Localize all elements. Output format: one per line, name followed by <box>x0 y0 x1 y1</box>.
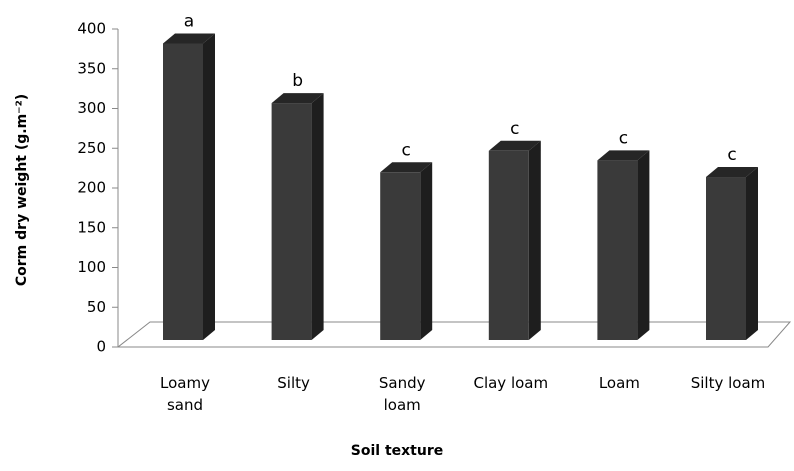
x-axis-title: Soil texture <box>350 443 444 459</box>
x-tick-label: Sandy loam <box>378 374 426 414</box>
bar <box>488 140 541 340</box>
bar-side <box>311 93 324 340</box>
bar-front <box>163 43 203 341</box>
y-tick-label: 100 <box>77 258 106 276</box>
bar-top <box>488 140 541 151</box>
x-tick-label: Silty <box>277 374 310 392</box>
y-tick-label: 50 <box>87 298 106 316</box>
bar-top <box>271 93 324 104</box>
annotation: c <box>619 128 628 148</box>
x-tick-label: Silty loam <box>690 374 766 392</box>
bar-side <box>637 150 650 340</box>
y-axis-title: Corm dry weight (g.m⁻²) <box>14 94 30 286</box>
annotation: b <box>292 71 303 91</box>
bar-front <box>380 172 421 340</box>
annotation: c <box>510 119 519 139</box>
x-tick-label: Loamy sand <box>160 374 210 414</box>
bar <box>271 93 324 340</box>
annotation: c <box>727 145 736 165</box>
x-tick-label: Loam <box>598 374 640 392</box>
bar <box>163 33 215 341</box>
y-tick-label: 0 <box>96 338 106 356</box>
y-tick-label: 150 <box>77 218 106 236</box>
bar-front <box>706 177 746 340</box>
annotation: c <box>402 140 411 160</box>
y-tick-label: 200 <box>77 179 106 197</box>
bar-side <box>420 162 433 340</box>
bar-front <box>597 160 638 340</box>
bar-top <box>380 162 433 173</box>
y-tick-label: 400 <box>77 20 106 38</box>
bar-front <box>271 103 312 340</box>
floor <box>116 321 792 348</box>
bar-front <box>488 150 529 340</box>
bar-side <box>203 33 215 341</box>
x-tick-label: Clay loam <box>473 374 549 392</box>
bar-top <box>597 150 650 161</box>
annotation: a <box>184 11 194 31</box>
y-tick-label: 350 <box>77 59 106 77</box>
bar-side <box>746 167 758 340</box>
bar <box>597 150 650 340</box>
bar-top <box>706 167 758 178</box>
bar <box>706 167 758 340</box>
bar <box>380 162 433 340</box>
y-tick-label: 300 <box>77 99 106 117</box>
bar-top <box>163 33 215 44</box>
bar-side <box>528 140 541 340</box>
y-tick-label: 250 <box>77 139 106 157</box>
